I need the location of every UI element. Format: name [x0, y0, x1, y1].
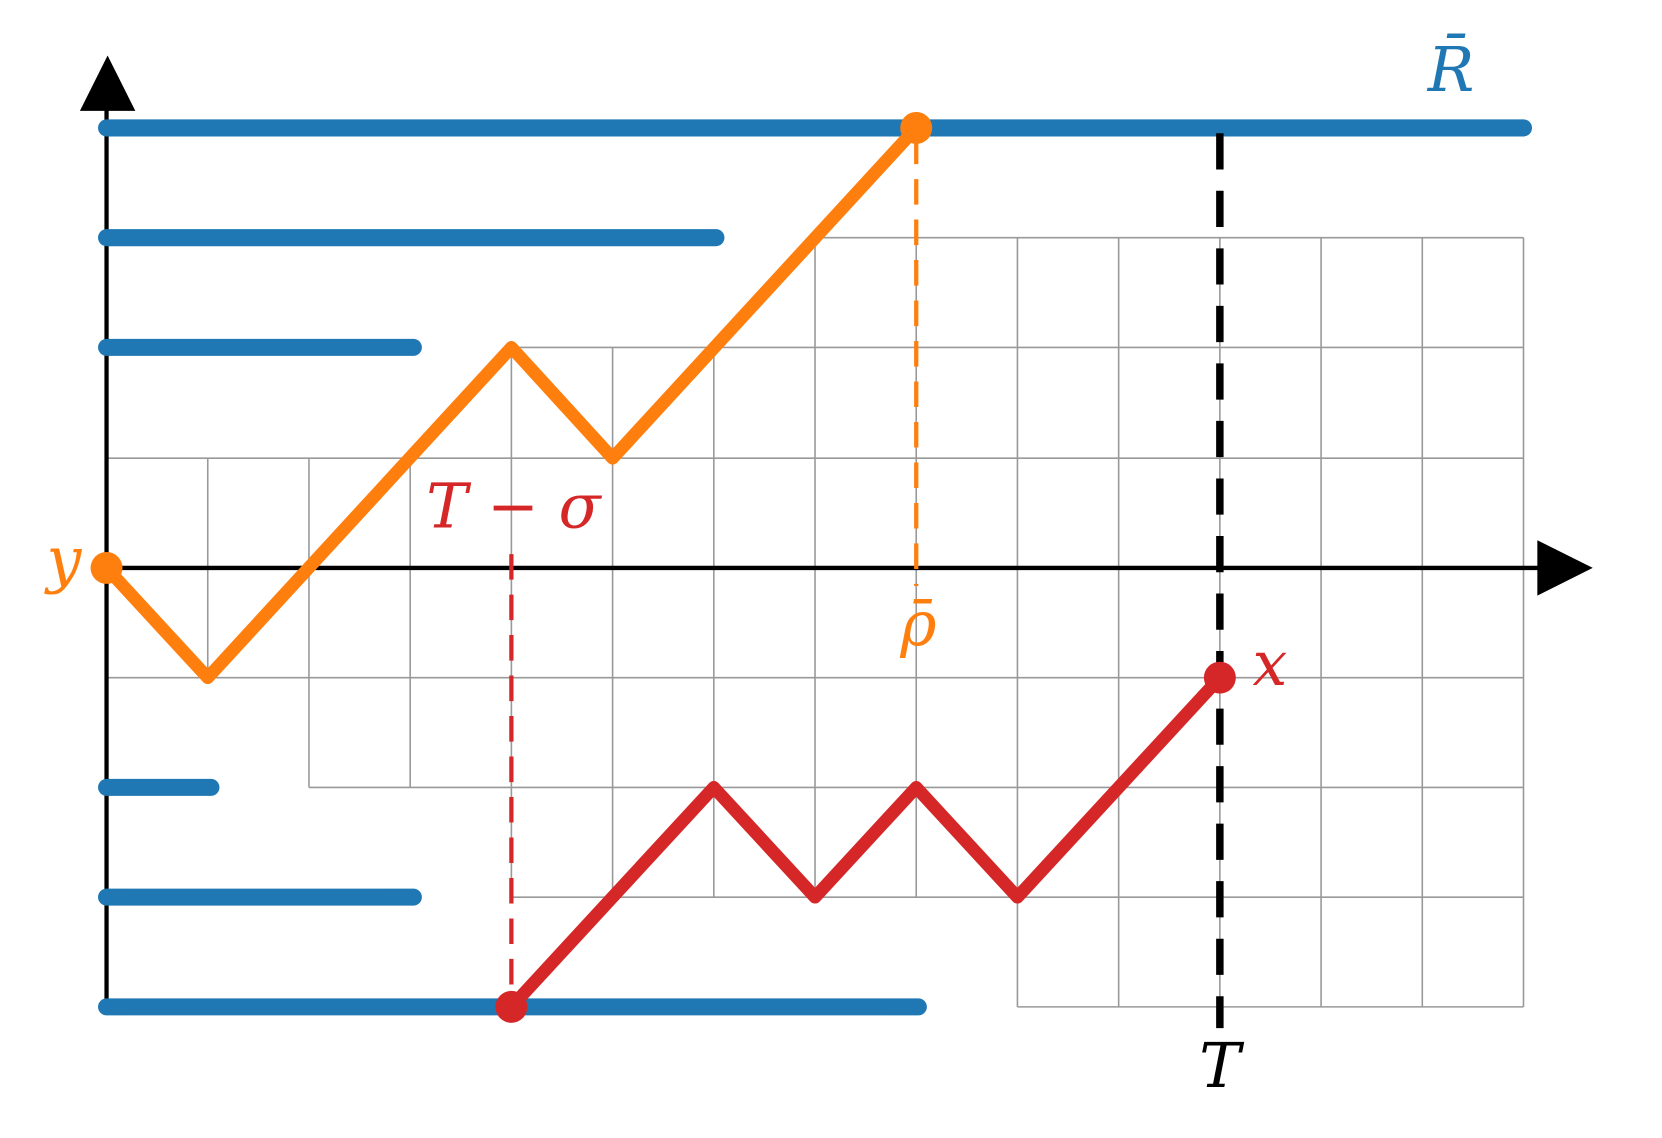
orange-dot: [900, 111, 933, 144]
axes: [79, 55, 1593, 1007]
red-path: [506, 673, 1225, 1012]
label-r-bar: R̄: [1427, 33, 1475, 106]
label-y: y: [43, 524, 82, 596]
red-dot: [495, 990, 528, 1023]
label-x: x: [1253, 628, 1288, 700]
red-dot: [1203, 661, 1236, 694]
orange-dot: [90, 551, 123, 584]
label-t-minus-sigma: T − σ: [426, 471, 602, 543]
orange-path: [101, 123, 921, 685]
label-rho-bar: ρ̄: [899, 588, 936, 660]
label-t: T: [1199, 1030, 1244, 1102]
